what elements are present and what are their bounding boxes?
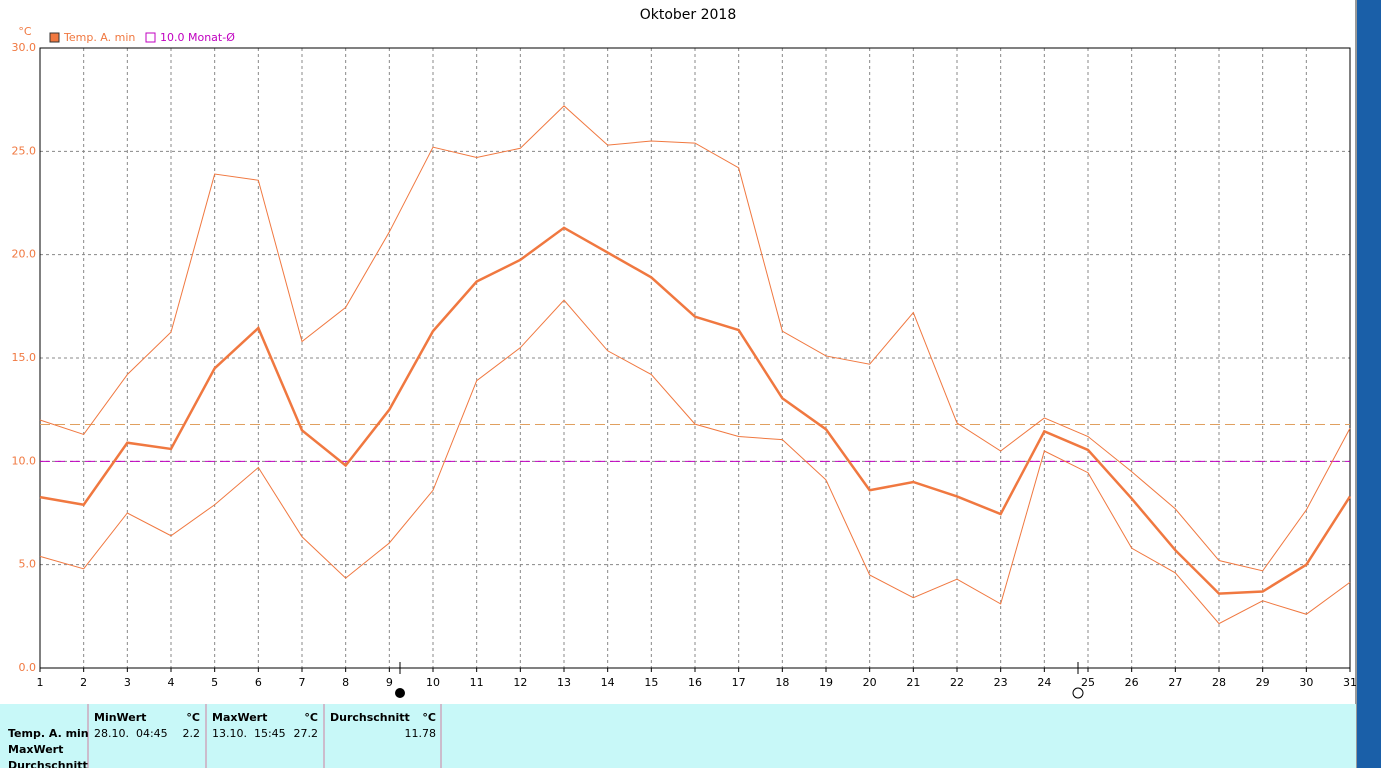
x-tick-label: 19 [819, 676, 833, 689]
column-header: Durchschnitt [330, 711, 410, 724]
x-tick-label: 13 [557, 676, 571, 689]
x-tick-label: 29 [1256, 676, 1270, 689]
legend-label: Temp. A. min [63, 31, 135, 44]
column-unit: °C [422, 711, 436, 724]
x-tick-label: 14 [601, 676, 615, 689]
summary-dividers [87, 704, 442, 768]
line-values [39, 226, 1352, 595]
x-tick-label: 10 [426, 676, 440, 689]
x-tick-label: 6 [255, 676, 262, 689]
desktop-edge [1357, 0, 1381, 768]
x-tick-label: 4 [168, 676, 175, 689]
x-tick-label: 18 [775, 676, 789, 689]
x-tick-label: 28 [1212, 676, 1226, 689]
line-lower [39, 299, 1351, 625]
x-tick-label: 21 [906, 676, 920, 689]
x-tick-label: 8 [342, 676, 349, 689]
x-tick-label: 26 [1125, 676, 1139, 689]
y-tick-label: 10.0 [12, 454, 37, 467]
y-tick-label: 15.0 [12, 351, 37, 364]
moon-icon [1072, 687, 1084, 699]
y-tick-label: 20.0 [12, 248, 37, 261]
column-header: MinWert [94, 711, 146, 724]
x-tick-label: 24 [1037, 676, 1051, 689]
x-tick-label: 7 [299, 676, 306, 689]
value-cell: 11.78 [405, 727, 437, 740]
x-tick-label: 23 [994, 676, 1008, 689]
x-tick-label: 5 [211, 676, 218, 689]
x-tick-label: 11 [470, 676, 484, 689]
value-cell: 27.2 [294, 727, 319, 740]
moon-icon [395, 688, 405, 698]
x-tick-label: 20 [863, 676, 877, 689]
y-tick-label: 5.0 [19, 558, 37, 571]
legend-swatch [49, 32, 60, 43]
x-tick-label: 30 [1299, 676, 1313, 689]
row-label: Temp. A. min [8, 727, 89, 740]
y-tick-label: 30.0 [12, 41, 37, 54]
x-tick-label: 2 [80, 676, 87, 689]
x-tick-label: 16 [688, 676, 702, 689]
x-tick-label: 1 [37, 676, 44, 689]
y-tick-label: 0.0 [19, 661, 37, 674]
x-tick-label: 22 [950, 676, 964, 689]
x-tick-label: 9 [386, 676, 393, 689]
line-upper [39, 105, 1351, 572]
x-tick-label: 25 [1081, 676, 1095, 689]
chart-title: Oktober 2018 [640, 7, 737, 23]
x-tick-label: 3 [124, 676, 131, 689]
legend-swatch [145, 32, 156, 43]
legend-label: 10.0 Monat-Ø [160, 31, 235, 44]
y-unit: °C [18, 25, 32, 38]
y-tick-label: 25.0 [12, 144, 37, 157]
column-header: MaxWert [212, 711, 267, 724]
column-unit: °C [304, 711, 318, 724]
plot-frame [39, 47, 1351, 669]
x-tick-label: 12 [513, 676, 527, 689]
x-tick-label: 31 [1343, 676, 1357, 689]
time-cell: 28.10. 04:45 [94, 727, 168, 740]
value-cell: 2.2 [183, 727, 201, 740]
column-unit: °C [186, 711, 200, 724]
row-label: Durchschnitt [8, 759, 88, 768]
x-tick-label: 15 [644, 676, 658, 689]
summary-bg [0, 704, 1356, 768]
x-tick-label: 27 [1168, 676, 1182, 689]
x-tick-label: 17 [732, 676, 746, 689]
time-cell: 13.10. 15:45 [212, 727, 286, 740]
row-label: MaxWert [8, 743, 63, 756]
